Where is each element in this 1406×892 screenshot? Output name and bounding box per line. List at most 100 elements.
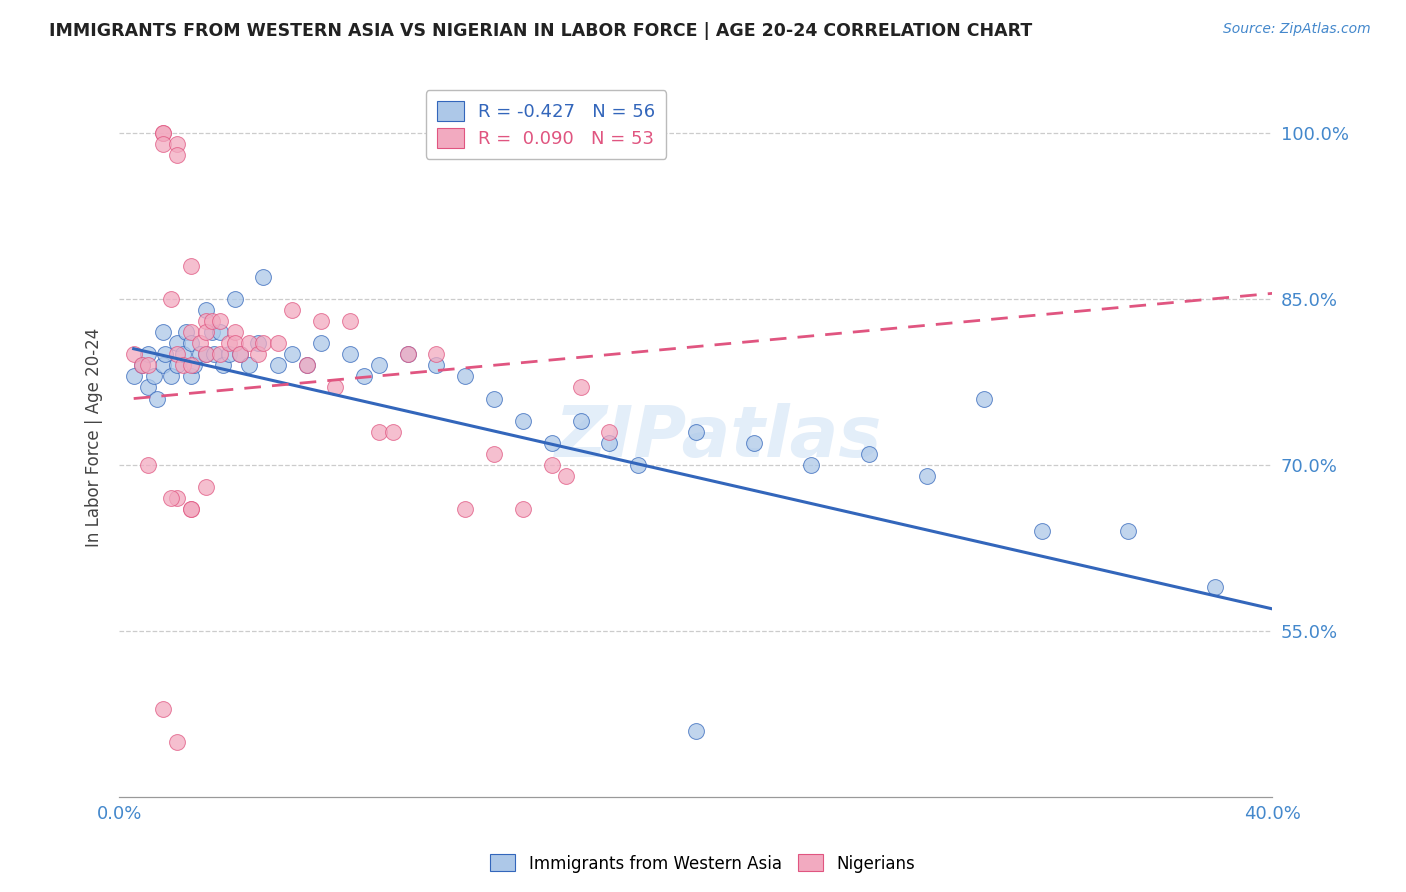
Point (224, 336, 246, 351)
Point (136, 347, 159, 361)
Point (425, 347, 447, 361)
Point (194, 480, 217, 494)
Point (180, 502, 202, 516)
Point (339, 314, 361, 328)
Point (367, 425, 389, 439)
Point (136, 359, 159, 373)
Point (685, 425, 707, 439)
Point (152, 136, 174, 151)
Point (180, 336, 202, 351)
Point (238, 336, 260, 351)
Point (142, 369, 165, 384)
Point (224, 325, 246, 339)
Point (382, 425, 405, 439)
Point (166, 136, 188, 151)
Point (166, 347, 188, 361)
Point (166, 359, 188, 373)
Point (180, 369, 202, 384)
Point (212, 359, 235, 373)
Point (209, 325, 232, 339)
Point (482, 392, 505, 406)
Point (229, 347, 252, 361)
Point (152, 126, 174, 140)
Point (194, 302, 217, 317)
Point (396, 347, 419, 361)
Point (540, 458, 562, 472)
Point (598, 425, 620, 439)
Point (183, 359, 205, 373)
Text: IMMIGRANTS FROM WESTERN ASIA VS NIGERIAN IN LABOR FORCE | AGE 20-24 CORRELATION : IMMIGRANTS FROM WESTERN ASIA VS NIGERIAN… (49, 22, 1032, 40)
Point (209, 347, 232, 361)
Point (160, 292, 183, 306)
Point (194, 347, 217, 361)
Point (136, 380, 159, 394)
Point (742, 435, 765, 450)
Point (512, 502, 534, 516)
Point (166, 735, 188, 749)
Point (218, 347, 240, 361)
Point (482, 447, 505, 461)
Point (131, 359, 153, 373)
Point (172, 359, 194, 373)
Point (1204, 580, 1226, 594)
Point (555, 469, 578, 483)
Point (155, 347, 177, 361)
Point (915, 469, 938, 483)
Point (194, 325, 217, 339)
Point (396, 347, 419, 361)
Point (685, 723, 707, 738)
Point (200, 314, 222, 328)
Point (180, 359, 202, 373)
Point (267, 336, 290, 351)
Point (136, 458, 159, 472)
Point (1118, 524, 1140, 539)
Point (160, 491, 183, 506)
Point (122, 347, 145, 361)
Point (209, 314, 232, 328)
Point (218, 336, 240, 351)
Point (229, 347, 252, 361)
Point (166, 491, 188, 506)
Point (454, 369, 477, 384)
Point (180, 325, 202, 339)
Point (200, 325, 222, 339)
Legend: Immigrants from Western Asia, Nigerians: Immigrants from Western Asia, Nigerians (484, 847, 922, 880)
Point (295, 359, 318, 373)
Point (281, 302, 304, 317)
Point (267, 359, 290, 373)
Point (246, 336, 269, 351)
Point (1031, 524, 1053, 539)
Point (180, 502, 202, 516)
Point (512, 414, 534, 428)
Point (174, 325, 197, 339)
Point (122, 369, 145, 384)
Point (131, 359, 153, 373)
Point (540, 435, 562, 450)
Point (281, 347, 304, 361)
Point (160, 369, 183, 384)
Point (238, 359, 260, 373)
Point (152, 126, 174, 140)
Point (202, 347, 225, 361)
Point (252, 336, 274, 351)
Point (295, 359, 318, 373)
Point (325, 380, 347, 394)
Point (166, 148, 188, 162)
Point (224, 292, 246, 306)
Point (188, 336, 211, 351)
Point (188, 347, 211, 361)
Point (627, 458, 650, 472)
Point (800, 458, 823, 472)
Point (166, 336, 188, 351)
Point (194, 314, 217, 328)
Point (425, 359, 447, 373)
Point (569, 380, 592, 394)
Point (152, 325, 174, 339)
Point (246, 347, 269, 361)
Point (145, 392, 167, 406)
Text: ZIPatlas: ZIPatlas (555, 403, 883, 472)
Text: Source: ZipAtlas.com: Source: ZipAtlas.com (1223, 22, 1371, 37)
Legend: R = -0.427   N = 56, R =  0.090   N = 53: R = -0.427 N = 56, R = 0.090 N = 53 (426, 90, 666, 159)
Point (152, 359, 174, 373)
Point (454, 502, 477, 516)
